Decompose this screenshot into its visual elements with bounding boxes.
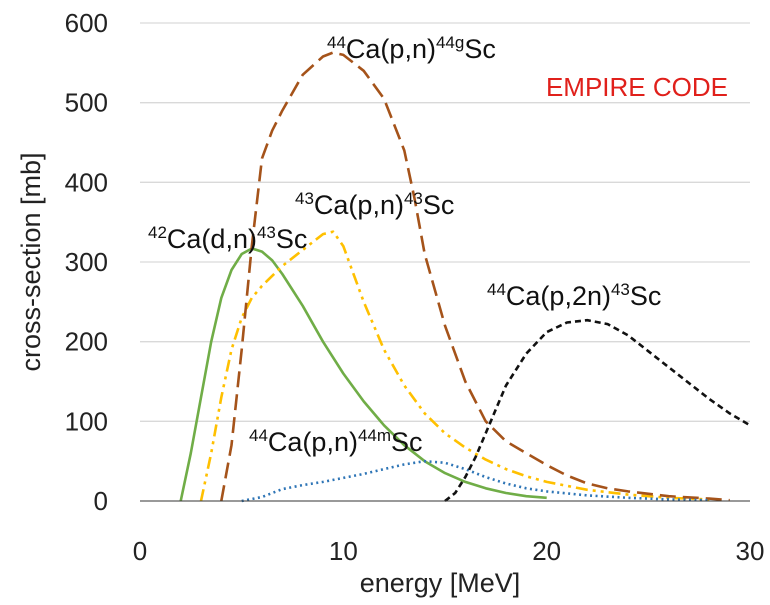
- y-tick-label: 200: [65, 327, 108, 357]
- series-label-ca42dn: 42Ca(d,n)43Sc: [148, 223, 307, 254]
- series-line-ca44pn_m: [241, 459, 710, 503]
- series-label-ca44p2n: 44Ca(p,2n)43Sc: [487, 280, 661, 311]
- y-axis-title: cross-section [mb]: [16, 152, 46, 371]
- x-tick-label: 10: [329, 536, 358, 566]
- x-tick-label: 0: [133, 536, 147, 566]
- y-tick-label: 600: [65, 8, 108, 38]
- series-label-ca44pn_m: 44Ca(p,n)44mSc: [249, 426, 423, 457]
- series-label-ca44pn_g: 44Ca(p,n)44gSc: [327, 33, 496, 64]
- series-line-ca44pn_g: [220, 51, 730, 502]
- y-tick-label: 500: [65, 88, 108, 118]
- y-tick-label: 300: [65, 247, 108, 277]
- series-label-ca43pn: 43Ca(p,n)43Sc: [295, 189, 454, 220]
- x-axis-title: energy [MeV]: [360, 568, 521, 598]
- series-line-ca42dn: [179, 247, 547, 502]
- series-line-ca43pn: [199, 230, 710, 502]
- x-tick-label: 30: [736, 536, 765, 566]
- empire-code-annotation: EMPIRE CODE: [546, 72, 728, 102]
- y-tick-label: 400: [65, 167, 108, 197]
- y-tick-label: 0: [94, 486, 108, 516]
- x-tick-labels: 0 10 20 30: [133, 536, 765, 566]
- series-lines: [179, 51, 751, 503]
- series-line-ca44p2n: [444, 318, 751, 503]
- horizontal-gridlines: [140, 22, 750, 422]
- y-tick-label: 100: [65, 406, 108, 436]
- y-tick-labels: 0 100 200 300 400 500 600: [65, 8, 108, 516]
- x-tick-label: 20: [532, 536, 561, 566]
